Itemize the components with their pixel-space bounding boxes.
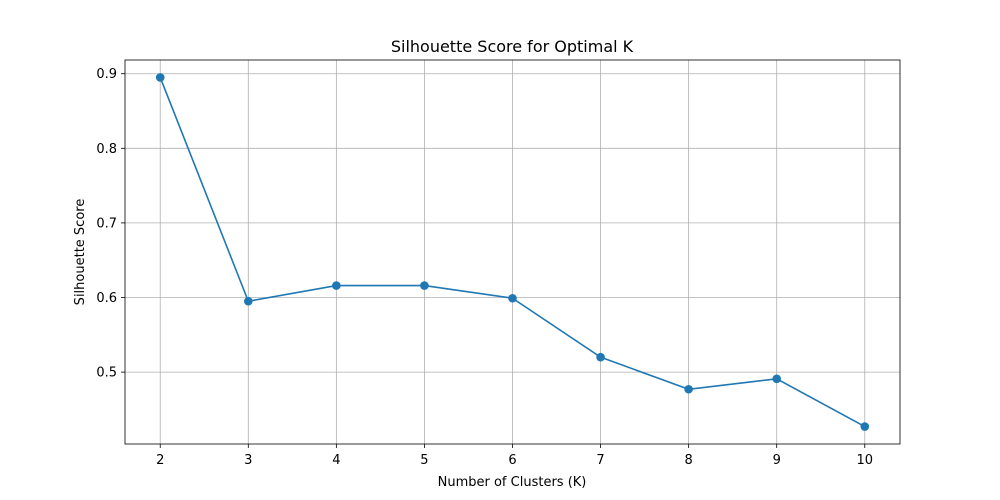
x-tick-label: 3	[244, 453, 252, 468]
x-tick-label: 6	[508, 453, 516, 468]
x-tick-label: 9	[773, 453, 781, 468]
data-point	[772, 374, 782, 384]
x-tick-label: 5	[420, 453, 428, 468]
y-tick-label: 0.5	[96, 366, 117, 381]
data-point	[243, 296, 253, 306]
y-tick-label: 0.9	[96, 67, 117, 82]
data-point	[860, 422, 870, 431]
y-tick-label: 0.7	[96, 216, 117, 231]
x-axis-title: Number of Clusters (K)	[438, 475, 587, 490]
data-point	[332, 281, 341, 290]
y-axis-title: Silhouette Score	[73, 199, 88, 306]
x-tick-label: 4	[332, 453, 340, 468]
y-tick-label: 0.6	[96, 291, 117, 306]
data-point	[684, 384, 693, 394]
x-tick-label: 8	[684, 453, 692, 468]
x-tick-label: 2	[156, 453, 164, 468]
x-tick-label: 7	[596, 453, 604, 468]
grid	[125, 60, 900, 444]
x-tick-label: 10	[856, 453, 873, 468]
axes: 2 3 4 5 6 7 8 9 10 0.5 0.6 0.7 0.8 0.9	[96, 59, 901, 468]
plot-frame	[124, 59, 901, 445]
chart-title: Silhouette Score for Optimal K	[391, 37, 634, 56]
data-point	[596, 352, 605, 362]
data-point	[420, 281, 429, 290]
series-layer	[155, 73, 870, 431]
data-point	[155, 73, 165, 82]
data-point	[508, 293, 517, 303]
y-tick-label: 0.8	[96, 142, 117, 157]
